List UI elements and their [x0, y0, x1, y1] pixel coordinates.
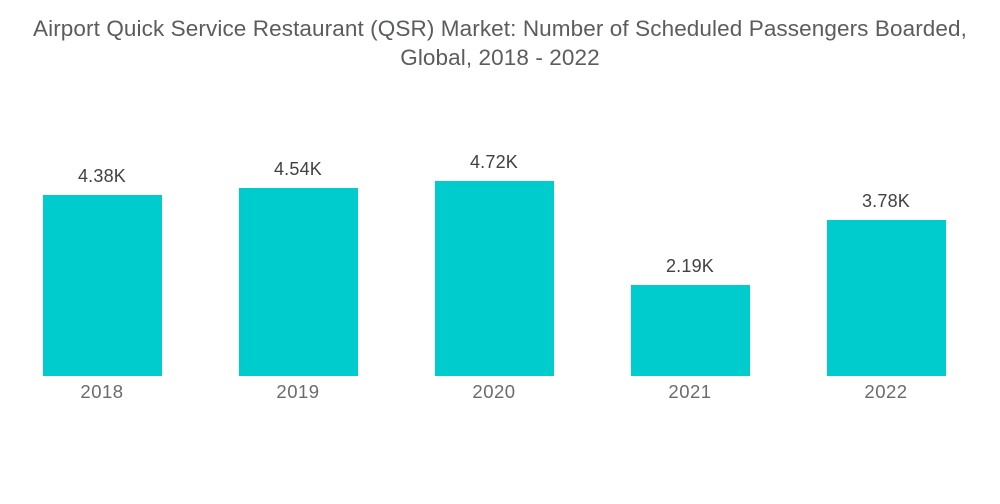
bar-column-2022: 3.78K 2022 — [788, 140, 984, 408]
x-axis-label: 2019 — [276, 381, 320, 402]
x-axis-label: 2018 — [80, 381, 124, 402]
bar-column-2021: 2.19K 2021 — [592, 140, 788, 408]
chart-title-line-2: Global, 2018 - 2022 — [400, 45, 600, 70]
bar-value-label: 4.72K — [469, 152, 519, 172]
x-axis-label: 2020 — [472, 381, 516, 402]
bar-value-label: 3.78K — [861, 191, 911, 211]
x-axis-label: 2022 — [864, 381, 908, 402]
chart-title-line-1: Airport Quick Service Restaurant (QSR) M… — [33, 16, 967, 41]
bar-2019 — [238, 188, 358, 376]
bar-2022 — [826, 220, 946, 376]
bar-2021 — [630, 285, 750, 376]
bar-column-2018: 4.38K 2018 — [4, 140, 200, 408]
bar-chart-plot-area: 4.38K 2018 4.54K 2019 4.72K 2020 2.19K 2021 3.78… — [4, 140, 984, 408]
bar-column-2020: 4.72K 2020 — [396, 140, 592, 408]
x-axis-label: 2021 — [668, 381, 712, 402]
bar-value-label: 4.38K — [77, 166, 127, 186]
chart-title: Airport Quick Service Restaurant (QSR) M… — [0, 14, 1000, 72]
bar-value-label: 2.19K — [665, 256, 715, 276]
bar-value-label: 4.54K — [273, 159, 323, 179]
bar-2018 — [42, 195, 162, 376]
bar-column-2019: 4.54K 2019 — [200, 140, 396, 408]
bar-2020 — [434, 181, 554, 376]
